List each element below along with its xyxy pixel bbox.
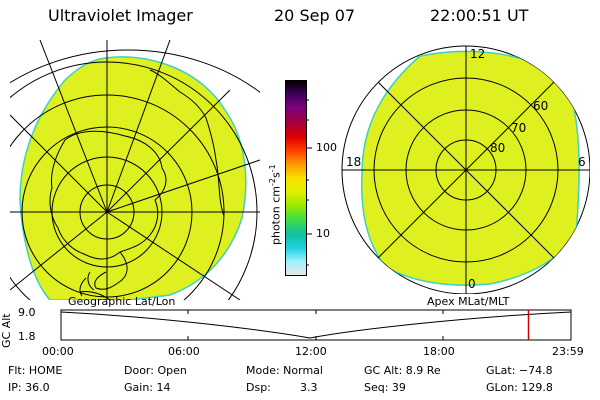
unit-text: photon cm	[269, 186, 283, 245]
magnetic-polar-map: 12 18 6 0 60 70 80	[341, 45, 590, 294]
unit-exp2: -1	[268, 164, 277, 173]
timeline-ytick-top: 9.0	[18, 306, 36, 319]
uv-emission-image	[19, 56, 247, 300]
right-panel-label: Apex MLat/MLT	[427, 295, 510, 308]
mlt-label-0: 0	[468, 277, 476, 291]
colorbar	[285, 80, 307, 276]
instrument-title: Ultraviolet Imager	[48, 6, 193, 25]
gc-alt-info: GC Alt: 8.9 Re	[364, 364, 441, 377]
dsp-value: 3.3	[300, 381, 318, 394]
door-info: Door: Open	[124, 364, 187, 377]
mlat-label-80: 80	[490, 141, 505, 155]
south-america-coastline	[149, 69, 225, 217]
mlat-label-60: 60	[533, 99, 548, 113]
unit-exp1: -2	[268, 178, 277, 187]
timeline-xtick-0000: 00:00	[42, 345, 74, 358]
orbit-altitude-plot	[60, 309, 572, 341]
timeline-yaxis-label: GC Alt	[0, 313, 13, 348]
flight-info: Flt: HOME	[8, 364, 63, 377]
mlt-label-12: 12	[470, 47, 485, 61]
orbit-altitude-curve	[60, 311, 572, 339]
seq-info: Seq: 39	[364, 381, 406, 394]
timeline-xtick-1200: 12:00	[295, 345, 327, 358]
timeline-ytick-bottom: 1.8	[18, 330, 36, 343]
earth-limb	[10, 49, 260, 93]
unit-mid: s	[269, 172, 283, 179]
timeline-xtick-1800: 18:00	[423, 345, 455, 358]
ip-info: IP: 36.0	[8, 381, 50, 394]
colorbar-unit-label: photon cm-2s-1	[268, 164, 283, 245]
date-label: 20 Sep 07	[274, 6, 356, 25]
timeline-xtick-0600: 06:00	[168, 345, 200, 358]
left-panel-label: Geographic Lat/Lon	[68, 295, 176, 308]
time-label: 22:00:51 UT	[430, 6, 529, 25]
gain-info: Gain: 14	[124, 381, 171, 394]
timeline-xtick-2359: 23:59	[552, 345, 584, 358]
colorbar-ticks	[306, 99, 312, 266]
mlt-label-18: 18	[346, 155, 361, 169]
colorbar-gradient	[286, 81, 306, 275]
geographic-map	[10, 40, 260, 300]
mlat-label-70: 70	[511, 121, 526, 135]
antarctica-coastline	[49, 130, 167, 260]
colorbar-tick-10: 10	[316, 227, 330, 240]
glon-info: GLon: 129.8	[486, 381, 553, 394]
dsp-label: Dsp:	[246, 381, 271, 394]
mode-info: Mode: Normal	[246, 364, 323, 377]
glat-info: GLat: −74.8	[486, 364, 553, 377]
mlt-label-6: 6	[578, 155, 586, 169]
colorbar-tick-100: 100	[316, 141, 337, 154]
australia-coastline	[79, 277, 111, 300]
